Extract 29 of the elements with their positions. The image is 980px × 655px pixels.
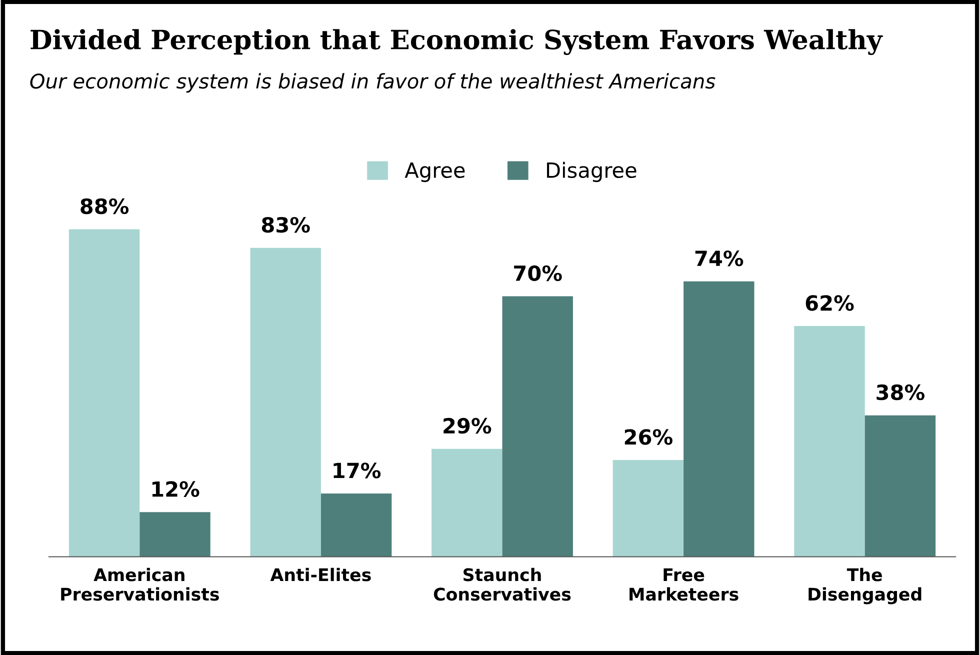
data-label: 12%	[152, 481, 200, 497]
bar	[432, 448, 502, 557]
bar	[140, 512, 210, 557]
x-tick-label: Anti-Elites	[270, 568, 371, 582]
chart-title: Divided Perception that Economic System Favors Wealthy	[30, 29, 883, 55]
data-label: 26%	[624, 429, 672, 445]
bar	[794, 326, 865, 557]
x-tick-label: American Preservationists	[61, 568, 219, 601]
bar	[684, 281, 754, 557]
data-label: 83%	[262, 216, 310, 233]
chart-subtitle: Our economic system is biased in favor of the wealthiest Americans	[30, 73, 716, 93]
data-label: 70%	[514, 265, 562, 282]
x-tick-label: Free Marketeers	[630, 568, 738, 601]
data-label: 29%	[444, 418, 492, 434]
x-tick-label: Staunch Conservatives	[434, 568, 571, 601]
bar	[612, 460, 684, 557]
legend-label: Disagree	[547, 162, 636, 182]
bar	[502, 296, 573, 557]
data-label: 62%	[806, 295, 854, 311]
x-tick-label: The Disengaged	[808, 568, 922, 604]
data-label: 38%	[876, 384, 924, 400]
data-label: 88%	[80, 198, 129, 214]
bar	[68, 229, 140, 557]
data-label: 74%	[695, 250, 744, 266]
bar	[250, 248, 321, 557]
legend-label: Agree	[404, 162, 465, 182]
bar	[864, 415, 936, 557]
data-label: 17%	[334, 462, 381, 478]
bar	[320, 493, 392, 557]
